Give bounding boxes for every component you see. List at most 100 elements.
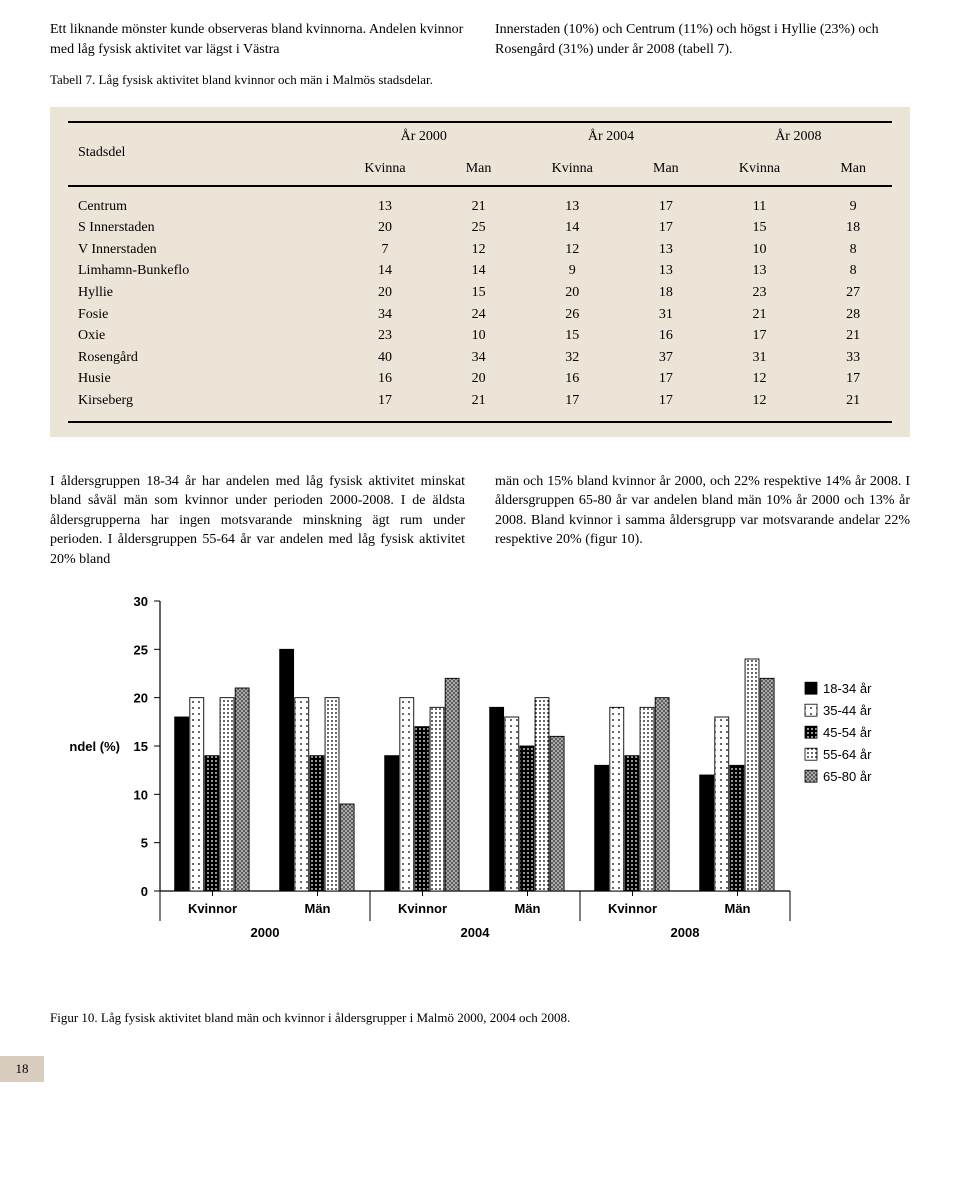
legend-label: 45-54 år — [823, 726, 872, 741]
svg-text:30: 30 — [134, 594, 148, 609]
intro-right-text: Innerstaden (10%) och Centrum (11%) och … — [495, 20, 910, 59]
bar-chart-svg: 051015202530Andel (%)KvinnorMänKvinnorMä… — [70, 591, 890, 991]
svg-text:Män: Män — [725, 901, 751, 916]
table-row: Oxie231015161721 — [68, 325, 892, 347]
table-row: V Innerstaden7121213108 — [68, 239, 892, 261]
cell: 8 — [814, 260, 892, 282]
cell: 13 — [627, 260, 705, 282]
cell: 37 — [627, 347, 705, 369]
bar — [640, 708, 654, 892]
bar — [235, 688, 249, 891]
bar — [760, 679, 774, 892]
svg-text:25: 25 — [134, 643, 148, 658]
cell: 14 — [330, 260, 440, 282]
cell: 17 — [814, 368, 892, 390]
col-sub-0-1: Man — [440, 153, 518, 186]
bar — [220, 698, 234, 891]
bar — [550, 737, 564, 892]
cell: 12 — [705, 390, 815, 422]
cell: 17 — [517, 390, 627, 422]
table-row: Rosengård403432373133 — [68, 347, 892, 369]
intro-left: Ett liknande mönster kunde observeras bl… — [50, 20, 465, 99]
col-sub-2-1: Man — [814, 153, 892, 186]
cell: 24 — [440, 304, 518, 326]
bar — [205, 756, 219, 891]
cell: 34 — [440, 347, 518, 369]
svg-text:10: 10 — [134, 788, 148, 803]
mid-left-text: I åldersgruppen 18-34 år har andelen med… — [50, 472, 465, 570]
intro-right: Innerstaden (10%) och Centrum (11%) och … — [495, 20, 910, 99]
bar — [415, 727, 429, 891]
cell: 9 — [814, 186, 892, 218]
cell: 15 — [440, 282, 518, 304]
bar — [295, 698, 309, 891]
bar — [325, 698, 339, 891]
cell: 8 — [814, 239, 892, 261]
cell: 14 — [440, 260, 518, 282]
svg-text:Män: Män — [305, 901, 331, 916]
cell: 21 — [705, 304, 815, 326]
mid-right: män och 15% bland kvinnor år 2000, och 2… — [495, 472, 910, 570]
cell: 13 — [517, 186, 627, 218]
col-sub-1-1: Man — [627, 153, 705, 186]
col-stadsdel: Stadsdel — [68, 122, 330, 185]
cell: 17 — [627, 186, 705, 218]
cell: 16 — [627, 325, 705, 347]
legend-label: 55-64 år — [823, 748, 872, 763]
svg-text:Kvinnor: Kvinnor — [398, 901, 447, 916]
row-name: S Innerstaden — [68, 217, 330, 239]
table-row: Fosie342426312128 — [68, 304, 892, 326]
cell: 14 — [517, 217, 627, 239]
bar — [280, 650, 294, 892]
bar — [310, 756, 324, 891]
page-number-tab: 18 — [0, 1056, 44, 1082]
row-name: Limhamn-Bunkeflo — [68, 260, 330, 282]
row-name: Hyllie — [68, 282, 330, 304]
table-row: Husie162016171217 — [68, 368, 892, 390]
cell: 20 — [330, 282, 440, 304]
svg-text:2004: 2004 — [461, 925, 491, 940]
row-name: Centrum — [68, 186, 330, 218]
row-name: Fosie — [68, 304, 330, 326]
row-name: Rosengård — [68, 347, 330, 369]
cell: 15 — [517, 325, 627, 347]
cell: 23 — [330, 325, 440, 347]
row-name: Kirseberg — [68, 390, 330, 422]
legend-swatch — [805, 771, 817, 783]
cell: 11 — [705, 186, 815, 218]
mid-left: I åldersgruppen 18-34 år har andelen med… — [50, 472, 465, 570]
cell: 9 — [517, 260, 627, 282]
mid-right-text: män och 15% bland kvinnor år 2000, och 2… — [495, 472, 910, 550]
svg-text:Andel (%): Andel (%) — [70, 739, 120, 754]
bar — [730, 766, 744, 892]
table-row: Centrum13211317119 — [68, 186, 892, 218]
intro-left-text: Ett liknande mönster kunde observeras bl… — [50, 20, 465, 59]
cell: 17 — [627, 368, 705, 390]
bar — [400, 698, 414, 891]
cell: 26 — [517, 304, 627, 326]
cell: 18 — [814, 217, 892, 239]
cell: 17 — [627, 217, 705, 239]
stadsdel-table: Stadsdel År 2000 År 2004 År 2008 KvinnaM… — [68, 121, 892, 422]
bar — [520, 746, 534, 891]
legend-label: 35-44 år — [823, 704, 872, 719]
col-sub-1-0: Kvinna — [517, 153, 627, 186]
cell: 17 — [705, 325, 815, 347]
figure-10-chart: 051015202530Andel (%)KvinnorMänKvinnorMä… — [70, 591, 910, 991]
bar — [700, 775, 714, 891]
bar — [610, 708, 624, 892]
svg-text:2008: 2008 — [671, 925, 700, 940]
table-caption: Tabell 7. Låg fysisk aktivitet bland kvi… — [50, 71, 465, 89]
cell: 21 — [814, 390, 892, 422]
svg-text:15: 15 — [134, 739, 148, 754]
cell: 10 — [440, 325, 518, 347]
legend-swatch — [805, 749, 817, 761]
table-row: S Innerstaden202514171518 — [68, 217, 892, 239]
bar — [655, 698, 669, 891]
legend-label: 65-80 år — [823, 770, 872, 785]
col-year-2008: År 2008 — [705, 122, 892, 153]
bar — [340, 804, 354, 891]
cell: 13 — [330, 186, 440, 218]
col-sub-0-0: Kvinna — [330, 153, 440, 186]
data-table-container: Stadsdel År 2000 År 2004 År 2008 KvinnaM… — [50, 107, 910, 436]
